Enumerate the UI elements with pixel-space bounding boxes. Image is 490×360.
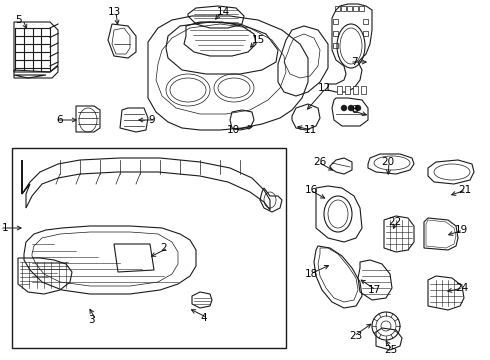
Text: 5: 5 bbox=[15, 15, 22, 25]
Text: 9: 9 bbox=[148, 115, 155, 125]
Bar bbox=[363, 31, 368, 36]
Bar bbox=[363, 19, 368, 24]
Text: 21: 21 bbox=[458, 185, 471, 195]
Text: 12: 12 bbox=[318, 83, 331, 93]
Text: 18: 18 bbox=[305, 269, 318, 279]
Bar bbox=[353, 6, 358, 11]
Text: 3: 3 bbox=[88, 315, 95, 325]
Text: 16: 16 bbox=[305, 185, 318, 195]
Text: 22: 22 bbox=[388, 217, 401, 227]
Text: 6: 6 bbox=[56, 115, 63, 125]
Text: 4: 4 bbox=[200, 313, 207, 323]
Bar bbox=[353, 86, 358, 94]
Text: 1: 1 bbox=[1, 223, 8, 233]
Text: 25: 25 bbox=[384, 345, 397, 355]
Bar bbox=[347, 6, 352, 11]
Bar bbox=[333, 31, 338, 36]
Text: 19: 19 bbox=[455, 225, 468, 235]
Bar bbox=[333, 19, 338, 24]
Bar bbox=[337, 86, 342, 94]
Bar bbox=[345, 86, 350, 94]
Circle shape bbox=[348, 105, 354, 111]
Bar bbox=[333, 43, 338, 48]
Text: 14: 14 bbox=[217, 7, 230, 17]
Text: 26: 26 bbox=[313, 157, 326, 167]
Bar bbox=[12, 148, 286, 348]
Circle shape bbox=[341, 105, 347, 111]
Text: 24: 24 bbox=[455, 283, 468, 293]
Bar bbox=[361, 86, 366, 94]
Bar bbox=[359, 6, 364, 11]
Bar bbox=[335, 6, 340, 11]
Text: 7: 7 bbox=[351, 57, 358, 67]
Text: 8: 8 bbox=[351, 105, 358, 115]
Text: 10: 10 bbox=[227, 125, 240, 135]
Text: 20: 20 bbox=[381, 157, 394, 167]
Text: 2: 2 bbox=[160, 243, 167, 253]
Text: 15: 15 bbox=[252, 35, 265, 45]
Text: 17: 17 bbox=[368, 285, 381, 295]
Text: 11: 11 bbox=[304, 125, 317, 135]
Circle shape bbox=[355, 105, 361, 111]
Text: 13: 13 bbox=[108, 7, 121, 17]
Text: 23: 23 bbox=[349, 331, 362, 341]
Bar bbox=[341, 6, 346, 11]
